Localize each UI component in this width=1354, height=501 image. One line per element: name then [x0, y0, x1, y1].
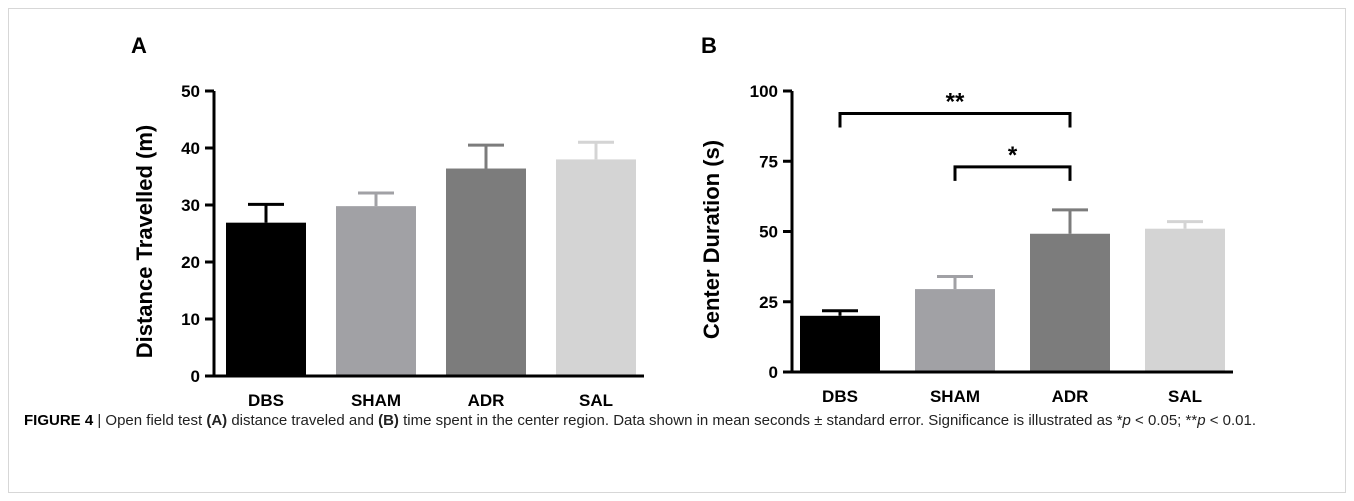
y-tick-label: 50	[759, 223, 778, 242]
caption-text-4: < 0.05; **	[1130, 412, 1198, 429]
caption-text-2: distance traveled and	[227, 412, 379, 429]
figure-label: FIGURE 4	[24, 412, 94, 429]
caption-ref-b: (B)	[378, 412, 399, 429]
y-tick-label: 25	[759, 293, 778, 312]
bar-sal	[1145, 228, 1225, 372]
y-tick-label: 0	[769, 363, 778, 382]
bar-adr	[1030, 233, 1110, 372]
y-tick-label: 0	[191, 367, 200, 386]
significance-label: **	[946, 88, 965, 115]
y-axis-title: Center Duration (s)	[699, 140, 724, 339]
y-tick-label: 10	[181, 310, 200, 329]
x-tick-label-dbs: DBS	[822, 387, 858, 406]
significance-bracket	[838, 111, 1072, 128]
y-tick-label: 50	[181, 82, 200, 101]
caption-text-5: < 0.01.	[1205, 412, 1257, 429]
bar-adr	[446, 168, 526, 376]
bar-sham	[336, 206, 416, 376]
caption-text-1: Open field test	[105, 412, 207, 429]
y-tick-label: 20	[181, 253, 200, 272]
x-tick-label-dbs: DBS	[248, 391, 284, 409]
x-tick-label-adr: ADR	[468, 391, 505, 409]
caption-p-1: p	[1122, 412, 1131, 429]
panel-letter: B	[701, 33, 717, 58]
caption-text-3: time spent in the center region. Data sh…	[398, 412, 1123, 429]
x-tick-label-sal: SAL	[579, 391, 613, 409]
bar-sham	[915, 289, 995, 372]
x-tick-label-sham: SHAM	[351, 391, 401, 409]
y-tick-label: 100	[750, 82, 778, 101]
x-tick-label-sham: SHAM	[930, 387, 980, 406]
panel-b-chart: B 0 25 50 75 100 DBS SHAM ADR SAL Center Duration …	[699, 33, 1233, 406]
y-tick-label: 30	[181, 196, 200, 215]
significance-bracket	[953, 165, 1072, 181]
y-tick-label: 40	[181, 139, 200, 158]
y-axis-title: Distance Travelled (m)	[132, 125, 157, 359]
significance-label: *	[1008, 142, 1018, 169]
panel-a-chart: A 0 10 20 30 40 50 DBS SHAM ADR SAL Distance Travel…	[131, 33, 644, 409]
bar-dbs	[226, 222, 306, 376]
bar-dbs	[800, 315, 880, 372]
x-tick-label-sal: SAL	[1168, 387, 1202, 406]
bar-sal	[556, 159, 636, 376]
x-tick-label-adr: ADR	[1052, 387, 1089, 406]
y-tick-label: 75	[759, 152, 778, 171]
caption-ref-a: (A)	[206, 412, 228, 429]
caption-p-2: p	[1197, 412, 1206, 429]
caption-separator: |	[93, 412, 106, 429]
figure-frame: A 0 10 20 30 40 50 DBS SHAM ADR SAL Distance Travel…	[8, 8, 1346, 493]
panel-letter: A	[131, 33, 147, 58]
figure-caption: FIGURE 4 | Open field test (A) distance …	[24, 408, 1324, 433]
